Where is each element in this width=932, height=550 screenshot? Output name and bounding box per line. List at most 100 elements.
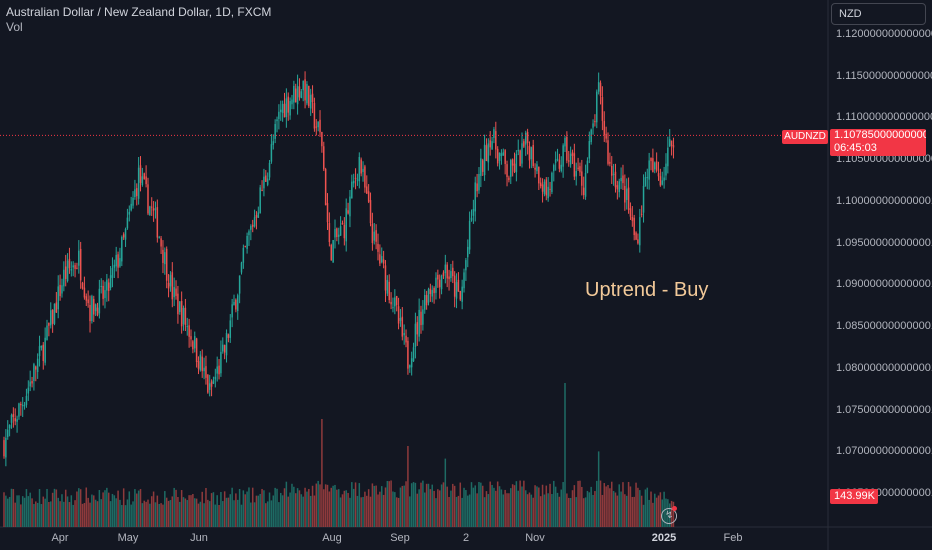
candle-body	[609, 161, 611, 164]
candle-body	[366, 186, 368, 194]
volume-bar	[291, 483, 293, 527]
candle-body	[414, 323, 417, 348]
volume-bar	[627, 481, 630, 527]
volume-bar	[483, 497, 486, 527]
volume-bar	[188, 495, 190, 527]
candle-body	[330, 244, 332, 261]
candle-body	[594, 121, 596, 123]
volume-bar	[63, 501, 65, 527]
volume-indicator-label[interactable]: Vol	[6, 20, 23, 34]
time-axis-label: Aug	[322, 532, 342, 544]
volume-bar	[567, 497, 570, 527]
volume-bar	[521, 486, 523, 527]
volume-bar	[584, 497, 587, 527]
volume-bar	[165, 497, 168, 527]
candle-body	[644, 177, 647, 187]
candle-body	[629, 208, 632, 217]
volume-bar	[652, 502, 654, 527]
volume-bar	[375, 485, 377, 527]
symbol-title[interactable]: Australian Dollar / New Zealand Dollar, …	[6, 5, 272, 19]
volume-bar	[207, 499, 209, 527]
candle-body	[270, 144, 273, 162]
volume-bar	[311, 485, 314, 527]
volume-bar	[515, 481, 518, 527]
candle-body	[388, 281, 390, 301]
volume-bar	[76, 491, 78, 527]
price-axis-label: 1.105000000000000	[836, 153, 932, 166]
candle-body	[599, 82, 602, 97]
volume-bar	[315, 483, 318, 527]
volume-bar	[16, 495, 18, 527]
volume-bar	[193, 498, 196, 527]
candle-body	[150, 206, 153, 208]
volume-bar	[330, 487, 332, 527]
volume-bar	[418, 489, 420, 527]
candle-body	[468, 220, 471, 250]
candle-body	[326, 203, 329, 223]
volume-bar	[435, 498, 437, 527]
volume-bar	[190, 495, 192, 527]
candle-body	[48, 322, 50, 326]
candle-body	[642, 185, 645, 213]
volume-bar	[231, 487, 233, 527]
chart-annotation-text[interactable]: Uptrend - Buy	[585, 279, 709, 301]
candle-body	[543, 181, 546, 194]
candle-body	[596, 91, 598, 123]
candle-body	[465, 260, 467, 271]
volume-bar	[87, 497, 89, 527]
candle-body	[556, 158, 559, 160]
volume-bar	[274, 487, 276, 527]
volume-bar	[442, 482, 445, 527]
volume-bar	[594, 491, 596, 527]
candle-body	[141, 176, 144, 185]
candle-body	[352, 180, 355, 184]
volume-bar	[440, 484, 443, 527]
candle-body	[498, 152, 501, 161]
candle-body	[386, 280, 389, 294]
volume-bar	[149, 503, 151, 527]
volume-bar	[468, 494, 471, 527]
volume-bar	[364, 491, 366, 527]
candle-body	[620, 177, 622, 182]
candle-body	[74, 265, 76, 269]
volume-bar	[523, 480, 525, 527]
volume-bar	[480, 482, 482, 527]
candle-body	[171, 272, 174, 300]
time-axis-label: Sep	[390, 532, 410, 544]
candle-body	[169, 274, 172, 287]
volume-bar	[463, 487, 465, 527]
volume-bar	[337, 489, 340, 527]
candle-body	[457, 279, 460, 292]
volume-bar	[382, 494, 385, 527]
candle-body	[287, 96, 289, 113]
candle-body	[233, 301, 235, 305]
volume-bar	[261, 488, 263, 527]
candle-body	[483, 144, 486, 176]
candle-body	[122, 234, 125, 238]
volume-bar	[481, 485, 484, 527]
volume-bar	[369, 496, 372, 527]
volume-bar	[532, 497, 534, 527]
volume-bar	[278, 502, 280, 527]
volume-bar	[539, 496, 542, 527]
candle-body	[558, 159, 561, 169]
candle-body	[285, 98, 288, 118]
candle-body	[592, 123, 594, 128]
volume-bar	[351, 482, 353, 527]
candle-body	[390, 301, 392, 305]
volume-bar	[343, 490, 346, 527]
candle-body	[324, 169, 327, 206]
candle-body	[412, 347, 415, 362]
candle-body	[588, 141, 591, 159]
volume-bar	[242, 490, 245, 527]
candle-body	[639, 217, 641, 246]
candle-body	[446, 264, 448, 279]
volume-bar	[162, 504, 164, 527]
replay-button[interactable]: ↯	[661, 506, 677, 524]
volume-bar	[115, 498, 117, 527]
volume-bar	[89, 502, 91, 527]
volume-bar	[452, 483, 454, 527]
currency-selector-button[interactable]: NZD	[831, 3, 926, 25]
